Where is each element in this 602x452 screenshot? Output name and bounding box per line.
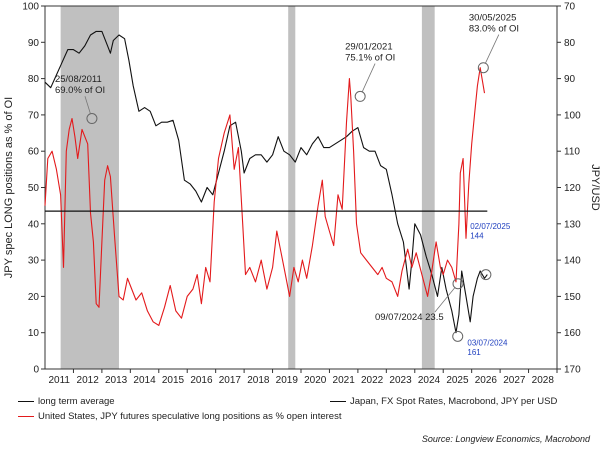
legend-swatch [18, 401, 34, 402]
shaded-band [421, 6, 435, 369]
y-right-tick-label: 110 [564, 147, 580, 158]
y-left-tick-label: 20 [28, 292, 40, 303]
annotation-line: 69.0% of OI [55, 85, 105, 96]
y-left-tick-label: 60 [28, 147, 40, 158]
annotation-leader [84, 96, 91, 114]
x-tick-label: 2014 [133, 375, 156, 386]
y-left-tick-label: 30 [28, 256, 40, 267]
x-tick-label: 2022 [361, 375, 384, 386]
y-left-tick-label: 100 [22, 2, 39, 13]
x-tick-label: 2027 [503, 375, 526, 386]
series-line-jpy-usd [44, 30, 488, 334]
annotation-label: 02/07/2025 144 [470, 222, 511, 241]
legend-swatch [330, 401, 346, 402]
annotation-marker [480, 269, 492, 281]
annotation-line: 30/05/2025 [469, 13, 517, 24]
x-tick-label: 2019 [276, 375, 299, 386]
y-axis-left: 0 10 20 30 40 50 60 70 80 90 100 [22, 2, 45, 376]
annotation-leader [361, 63, 376, 93]
x-tick-label: 2012 [77, 375, 100, 386]
y-left-tick-label: 80 [28, 74, 40, 85]
annotation-label: 30/05/2025 83.0% of OI [469, 13, 519, 35]
annotation-marker [452, 330, 464, 342]
annotation-line: 02/07/2025 [470, 222, 511, 231]
y-axis-left-title: JPY spec LONG positions as % of OI [3, 97, 15, 278]
y-left-tick-label: 40 [28, 219, 40, 230]
y-left-tick-label: 70 [28, 110, 40, 121]
plot-frame [44, 5, 558, 370]
legend-label: long term average [38, 396, 115, 407]
annotation-line: 29/01/2021 [345, 42, 393, 53]
y-right-tick-label: 130 [564, 219, 581, 230]
x-tick-label: 2021 [333, 375, 356, 386]
x-tick-label: 2028 [532, 375, 555, 386]
annotation-line: 144 [470, 232, 484, 241]
annotation-line: 25/08/2011 [55, 74, 102, 85]
y-left-tick-label: 0 [33, 365, 39, 376]
annotation-label: 09/07/2024 23.5 [375, 312, 444, 323]
annotation-line: 09/07/2024 23.5 [375, 312, 444, 323]
annotation-line: 161 [467, 348, 481, 357]
annotation-label: 25/08/2011 69.0% of OI [55, 74, 105, 96]
x-tick-label: 2020 [304, 375, 327, 386]
annotation-marker [452, 278, 464, 290]
legend-label: Japan, FX Spot Rates, Macrobond, JPY per… [350, 396, 558, 407]
y-right-tick-label: 70 [564, 2, 576, 13]
annotation-line: 83.0% of OI [469, 24, 519, 35]
x-tick-label: 2013 [105, 375, 128, 386]
legend-item-jpy-spec-long: United States, JPY futures speculative l… [18, 411, 341, 422]
annotation-label: 29/01/2021 75.1% of OI [345, 42, 395, 64]
series-layer [44, 30, 488, 334]
x-tick-label: 2011 [48, 375, 70, 386]
legend-swatch [18, 416, 34, 417]
y-left-tick-label: 10 [28, 328, 40, 339]
y-left-tick-label: 50 [28, 183, 40, 194]
x-tick-label: 2023 [389, 375, 412, 386]
legend-item-long-term-average: long term average [18, 396, 115, 407]
x-tick-label: 2024 [418, 375, 441, 386]
annotation-line: 03/07/2024 [467, 338, 508, 347]
legend-item-jpy-usd: Japan, FX Spot Rates, Macrobond, JPY per… [330, 396, 557, 407]
y-right-tick-label: 150 [564, 292, 581, 303]
annotation-leader [485, 34, 500, 64]
x-tick-label: 2017 [219, 375, 242, 386]
annotation-marker [477, 62, 489, 74]
y-right-tick-label: 100 [564, 110, 581, 121]
y-right-tick-label: 140 [564, 256, 581, 267]
legend-label: United States, JPY futures speculative l… [38, 411, 342, 422]
annotation-marker [354, 90, 366, 102]
annotation-line: 75.1% of OI [345, 53, 395, 64]
y-right-tick-label: 170 [564, 365, 581, 376]
recession-shading [60, 6, 435, 369]
x-tick-label: 2015 [162, 375, 185, 386]
annotation-marker [86, 113, 98, 125]
y-right-tick-label: 160 [564, 328, 581, 339]
y-axis-right-title: JPY/USD [589, 164, 601, 211]
x-tick-label: 2025 [446, 375, 469, 386]
y-right-tick-label: 90 [564, 74, 576, 85]
y-axis-right: 70 80 90 100 110 120 130 140 150 160 170 [557, 2, 581, 376]
y-right-tick-label: 80 [564, 38, 576, 49]
y-right-tick-label: 120 [564, 183, 581, 194]
source-note: Source: Longview Economics, Macrobond [421, 434, 590, 444]
x-tick-label: 2016 [190, 375, 213, 386]
x-tick-label: 2026 [475, 375, 498, 386]
x-axis: 2011 2012 2013 2014 2015 2016 2017 2018 2019 2020… [48, 369, 558, 386]
shaded-band [288, 6, 296, 369]
x-tick-label: 2018 [247, 375, 270, 386]
plot-border [44, 5, 558, 370]
annotation-label: 03/07/2024 161 [467, 338, 508, 357]
annotations: 25/08/2011 69.0% of OI 29/01/2021 75.1% of … [55, 13, 519, 357]
y-left-tick-label: 90 [28, 38, 40, 49]
annotation-leader [434, 287, 456, 313]
